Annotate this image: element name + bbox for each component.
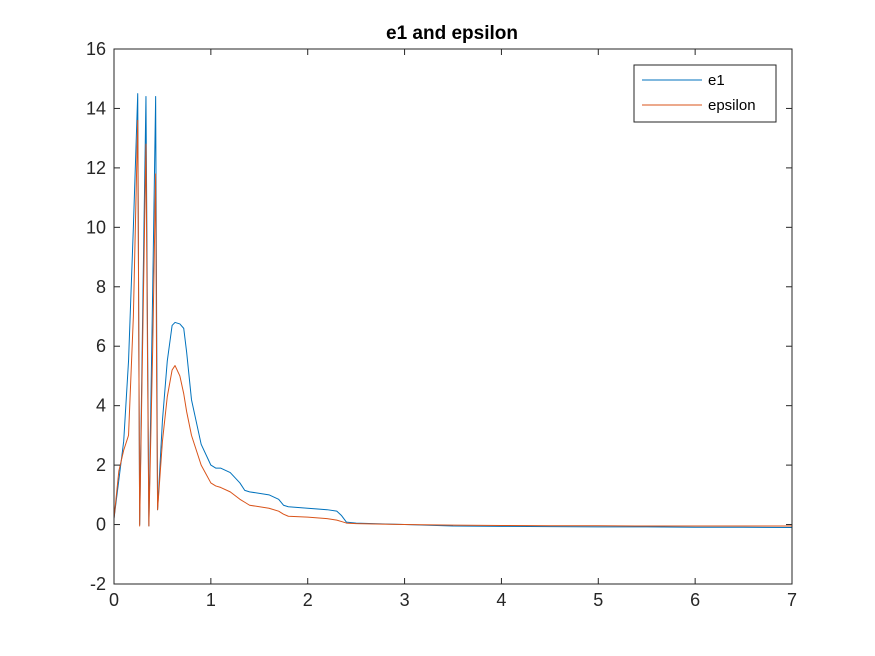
y-tick-label: 12 [86,158,106,178]
x-tick-label: 6 [690,590,700,610]
y-tick-label: 10 [86,217,106,237]
legend-box[interactable] [633,64,777,123]
x-tick-label: 2 [303,590,313,610]
y-tick-label: -2 [90,574,106,594]
y-tick-label: 0 [96,515,106,535]
y-tick-label: 4 [96,396,106,416]
y-tick-label: 6 [96,336,106,356]
x-tick-label: 0 [109,590,119,610]
y-tick-label: 16 [86,39,106,59]
series-line-epsilon [113,119,792,527]
y-tick-label: 14 [86,98,106,118]
axes-box [113,48,793,585]
x-tick-label: 3 [400,590,410,610]
x-tick-label: 4 [496,590,506,610]
x-tick-label: 7 [787,590,797,610]
y-tick-label: 8 [96,277,106,297]
plot-area [113,49,793,584]
axes-background [114,49,792,584]
chart-title: e1 and epsilon [386,23,518,44]
x-tick-label: 1 [206,590,216,610]
legend-label-e1: e1 [708,72,725,89]
legend[interactable]: e1 epsilon [633,64,777,123]
legend-label-epsilon: epsilon [708,97,756,114]
y-tick-label: 2 [96,455,106,475]
x-tick-label: 5 [593,590,603,610]
